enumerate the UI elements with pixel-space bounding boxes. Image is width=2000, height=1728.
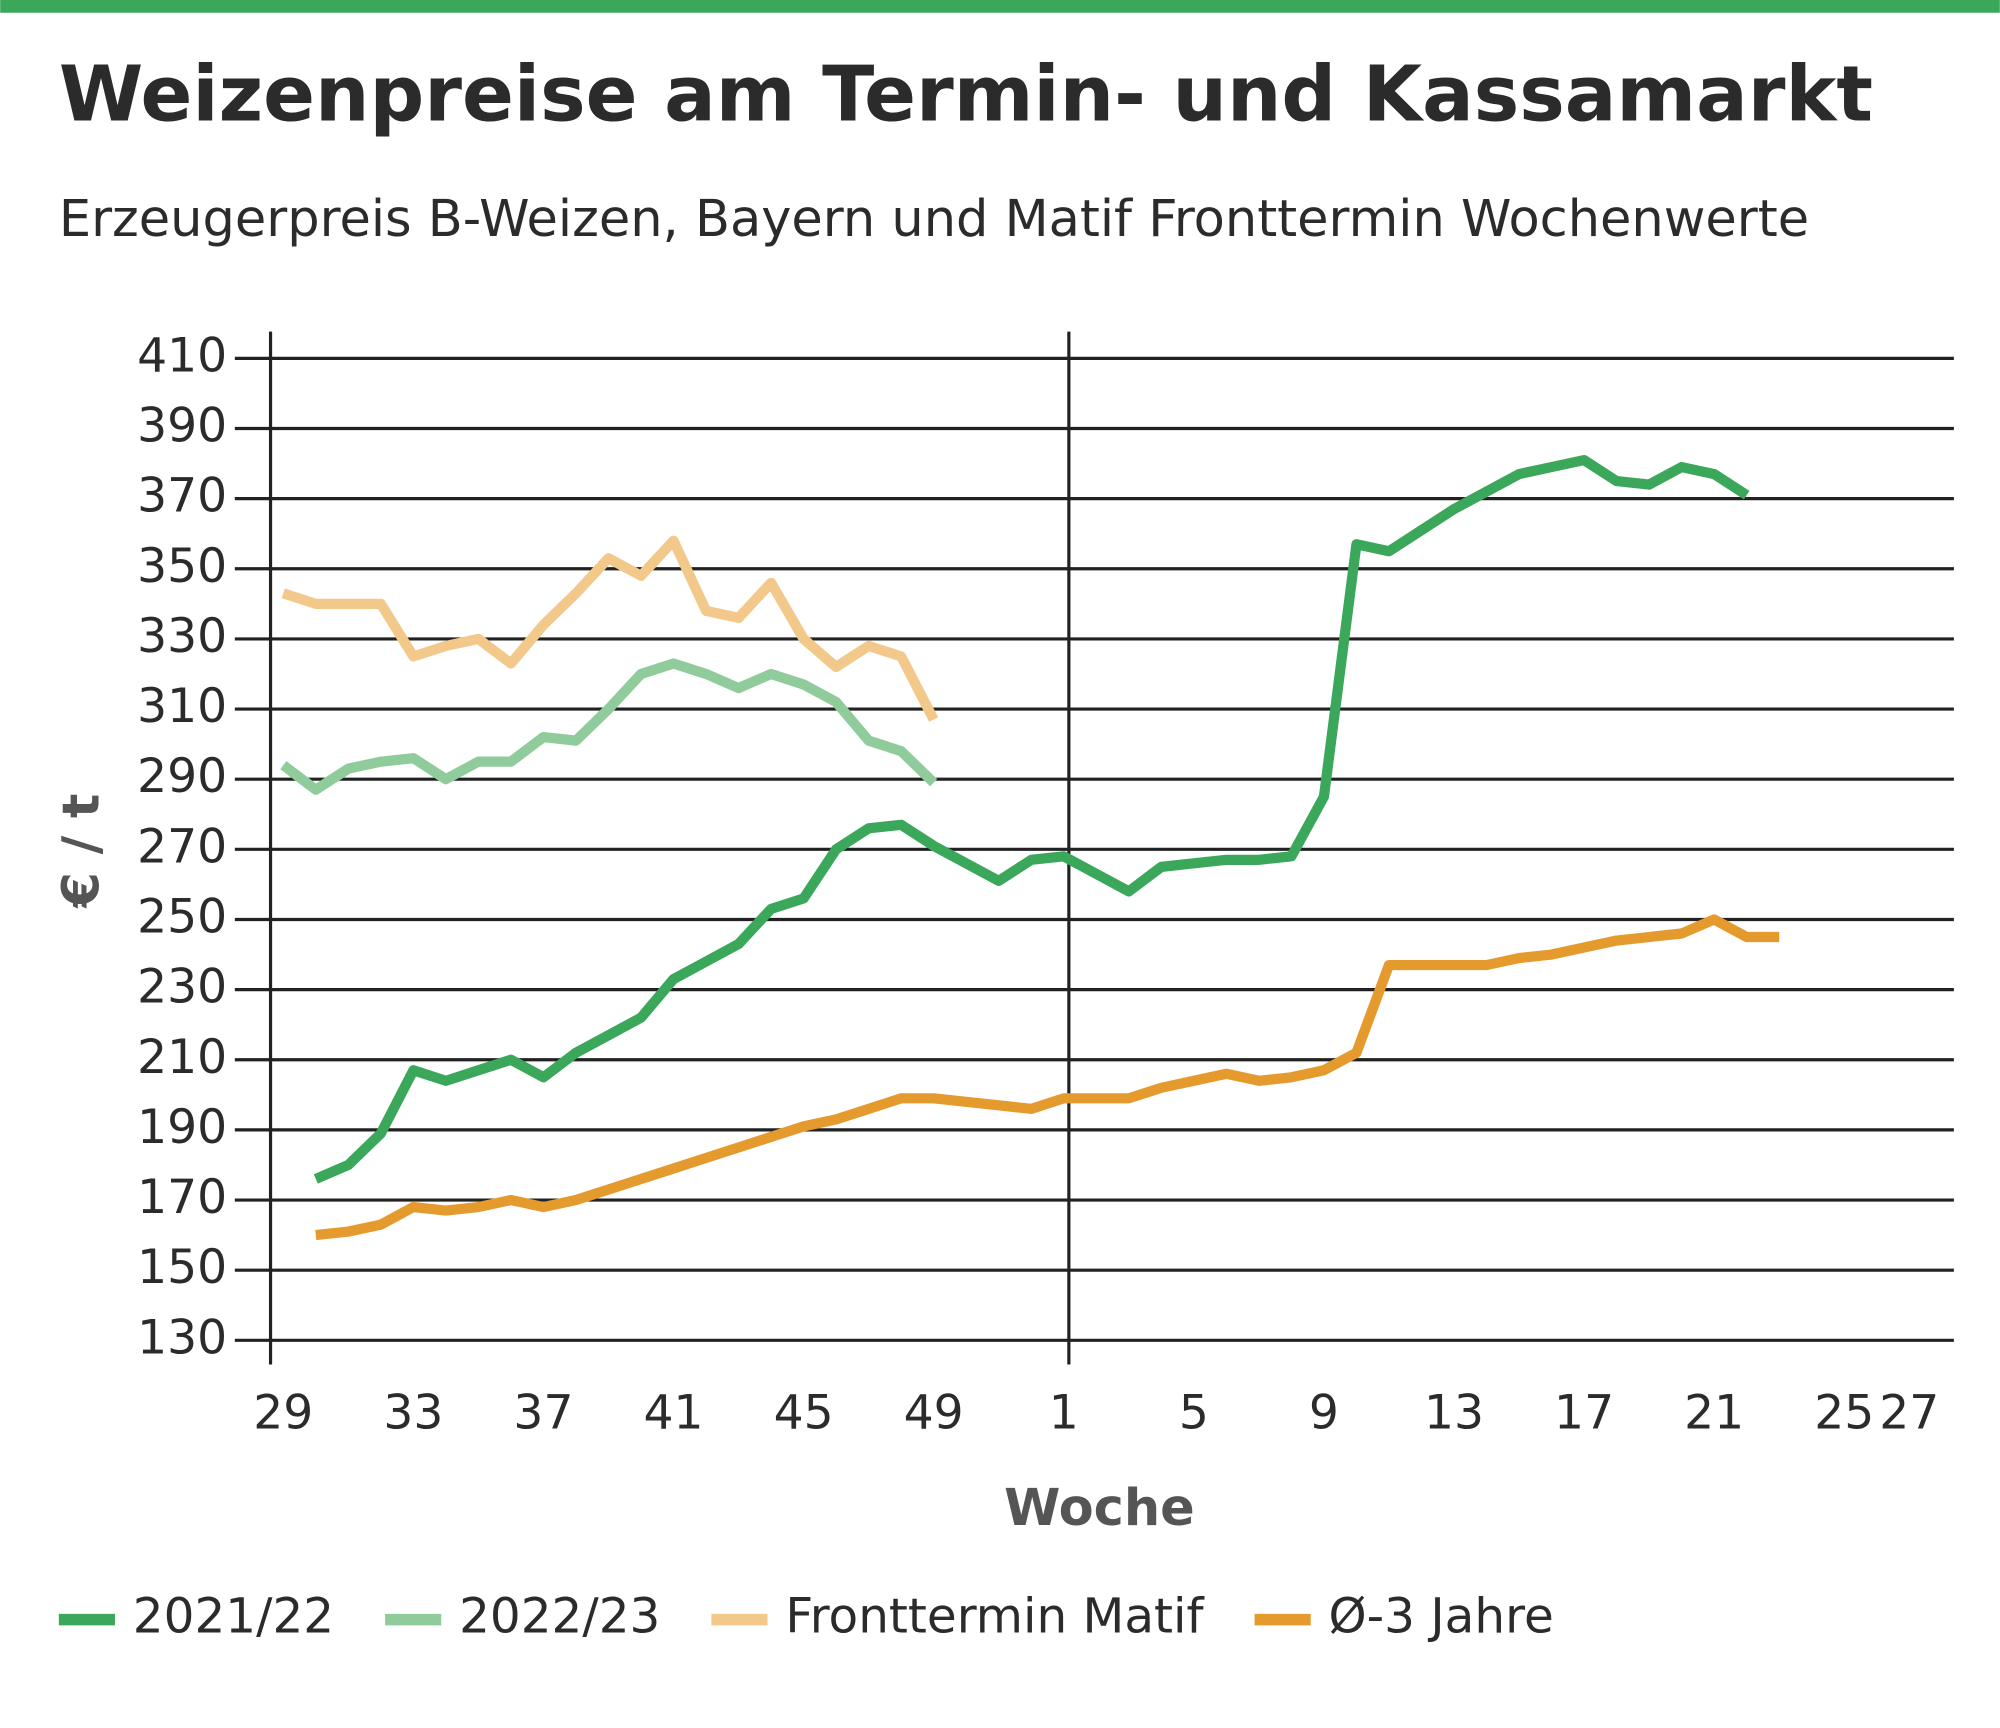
y-tick-label: 190 [137, 1100, 227, 1155]
y-tick-label: 250 [137, 889, 227, 944]
top-bar [0, 0, 2000, 13]
y-tick-label: 230 [137, 960, 227, 1015]
x-tick-label: 5 [1179, 1386, 1209, 1441]
y-tick-label: 210 [137, 1030, 227, 1085]
y-tick-label: 350 [137, 539, 227, 594]
legend-label: Fronttermin Matif [785, 1589, 1204, 1645]
x-tick-label: 41 [644, 1386, 704, 1441]
legend-label: Ø-3 Jahre [1329, 1589, 1554, 1645]
y-tick-label: 310 [137, 679, 227, 734]
y-tick-label: 390 [137, 398, 227, 453]
x-tick-label: 1 [1049, 1386, 1079, 1441]
x-tick-label: 33 [383, 1386, 443, 1441]
series-line [280, 658, 938, 795]
x-tick-label: 17 [1554, 1386, 1614, 1441]
y-tick-label: 410 [137, 328, 227, 383]
x-tick-label: 21 [1684, 1386, 1744, 1441]
x-tick-label: 29 [253, 1386, 313, 1441]
x-tick-label: 25 [1814, 1386, 1874, 1441]
y-axis-label: € / t [52, 794, 111, 909]
chart-subtitle: Erzeugerpreis B-Weizen, Bayern und Matif… [59, 190, 1809, 249]
legend-label: 2022/23 [459, 1589, 660, 1645]
y-tick-label: 150 [137, 1240, 227, 1295]
y-tick-label: 330 [137, 609, 227, 664]
x-tick-label: 27 [1879, 1386, 1939, 1441]
y-tick-label: 270 [137, 819, 227, 874]
x-tick-label: 9 [1309, 1386, 1339, 1441]
x-tick-label: 45 [774, 1386, 834, 1441]
y-tick-label: 170 [137, 1170, 227, 1225]
series-line [315, 914, 1780, 1241]
x-tick-label: 13 [1424, 1386, 1484, 1441]
x-axis-label: Woche [1004, 1479, 1195, 1538]
series-line [281, 535, 939, 722]
chart-title: Weizenpreise am Termin- und Kassamarkt [59, 50, 1873, 139]
series-line [313, 454, 1750, 1184]
y-tick-label: 370 [137, 469, 227, 524]
legend-label: 2021/22 [133, 1589, 334, 1645]
y-tick-label: 290 [137, 749, 227, 804]
y-tick-label: 130 [137, 1310, 227, 1365]
x-tick-label: 49 [904, 1386, 964, 1441]
x-tick-label: 37 [513, 1386, 573, 1441]
